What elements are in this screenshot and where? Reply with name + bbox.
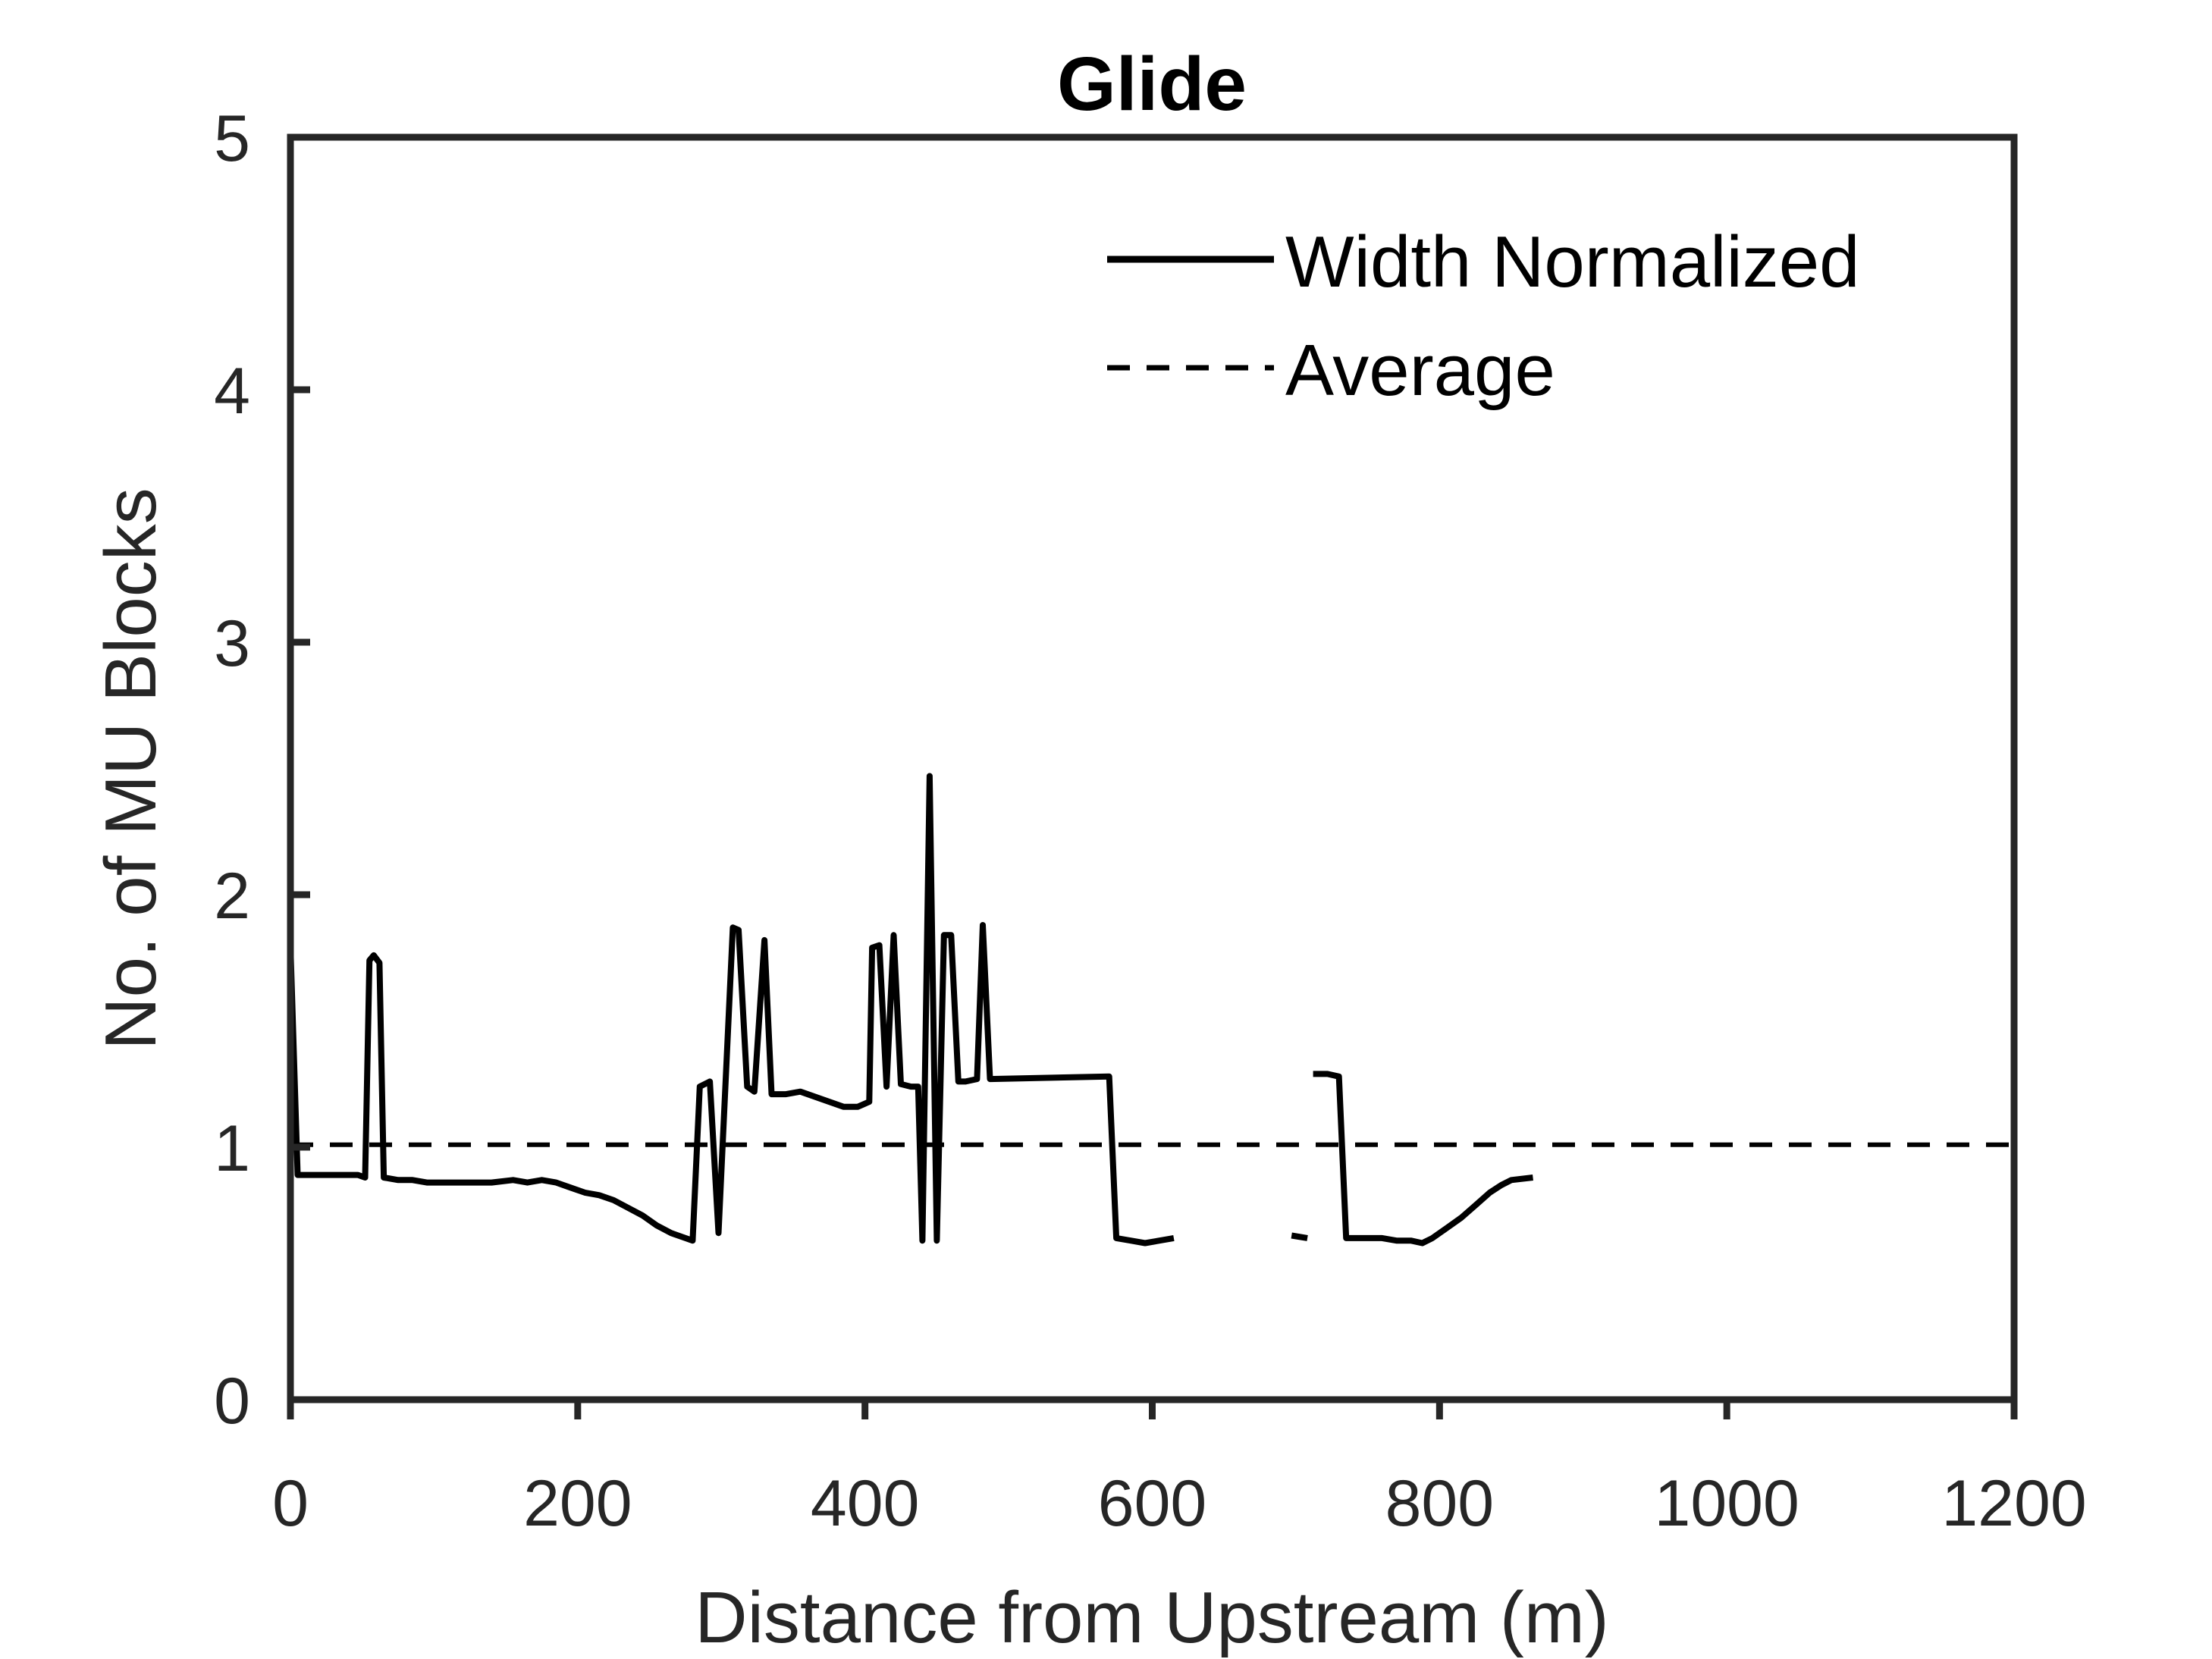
x-axis: 0 200 400 600 800 1000 1200: [272, 1400, 2087, 1540]
series-line-width-normalized-0: [287, 773, 1175, 1247]
x-tick-label: 0: [272, 1467, 309, 1540]
chart-title: Glide: [1057, 42, 1247, 127]
legend-label-average: Average: [1285, 330, 1555, 411]
legend-label-width-normalized: Width Normalized: [1285, 221, 1860, 303]
y-tick-label: 5: [214, 102, 250, 175]
x-axis-label: Distance from Upstream (m): [695, 1577, 1609, 1658]
y-tick-label: 2: [214, 860, 250, 933]
y-tick-label: 4: [214, 355, 250, 428]
x-tick-label: 200: [523, 1467, 632, 1540]
x-tick-label: 600: [1098, 1467, 1207, 1540]
x-tick-label: 1000: [1655, 1467, 1799, 1540]
legend: Width Normalized Average: [1107, 221, 1860, 411]
y-tick-label: 3: [214, 607, 250, 680]
y-axis: 0 1 2 3 4 5: [214, 102, 310, 1438]
x-tick-label: 800: [1385, 1467, 1495, 1540]
x-tick-label: 400: [811, 1467, 920, 1540]
x-tick-label: 1200: [1941, 1467, 2086, 1540]
series-line-width-normalized-1: [1291, 1232, 1308, 1241]
series-line-width-normalized-2: [1313, 1071, 1533, 1247]
y-tick-label: 0: [214, 1365, 250, 1438]
y-tick-label: 1: [214, 1112, 250, 1185]
y-axis-label: No. of MU Blocks: [90, 488, 171, 1050]
plot-lines: [287, 773, 2014, 1247]
